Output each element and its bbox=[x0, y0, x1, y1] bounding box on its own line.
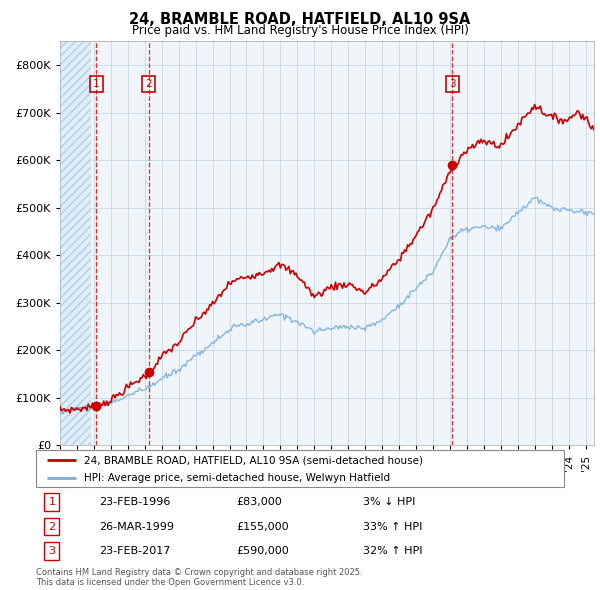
Text: £83,000: £83,000 bbox=[236, 497, 283, 507]
Text: 2: 2 bbox=[48, 522, 55, 532]
Text: 26-MAR-1999: 26-MAR-1999 bbox=[100, 522, 175, 532]
FancyBboxPatch shape bbox=[36, 450, 564, 487]
Text: 32% ↑ HPI: 32% ↑ HPI bbox=[364, 546, 423, 556]
Text: 2: 2 bbox=[145, 79, 152, 89]
Text: £590,000: £590,000 bbox=[236, 546, 289, 556]
Text: HPI: Average price, semi-detached house, Welwyn Hatfield: HPI: Average price, semi-detached house,… bbox=[83, 473, 389, 483]
Text: 33% ↑ HPI: 33% ↑ HPI bbox=[364, 522, 423, 532]
Text: Contains HM Land Registry data © Crown copyright and database right 2025.
This d: Contains HM Land Registry data © Crown c… bbox=[36, 568, 362, 587]
Text: 1: 1 bbox=[49, 497, 55, 507]
Text: 24, BRAMBLE ROAD, HATFIELD, AL10 9SA (semi-detached house): 24, BRAMBLE ROAD, HATFIELD, AL10 9SA (se… bbox=[83, 455, 422, 466]
Text: 3: 3 bbox=[449, 79, 456, 89]
Text: £155,000: £155,000 bbox=[236, 522, 289, 532]
Text: 24, BRAMBLE ROAD, HATFIELD, AL10 9SA: 24, BRAMBLE ROAD, HATFIELD, AL10 9SA bbox=[130, 12, 470, 27]
Text: 1: 1 bbox=[93, 79, 100, 89]
Text: 23-FEB-1996: 23-FEB-1996 bbox=[100, 497, 171, 507]
Text: 23-FEB-2017: 23-FEB-2017 bbox=[100, 546, 171, 556]
Text: 3% ↓ HPI: 3% ↓ HPI bbox=[364, 497, 416, 507]
Text: Price paid vs. HM Land Registry's House Price Index (HPI): Price paid vs. HM Land Registry's House … bbox=[131, 24, 469, 37]
Text: 3: 3 bbox=[49, 546, 55, 556]
